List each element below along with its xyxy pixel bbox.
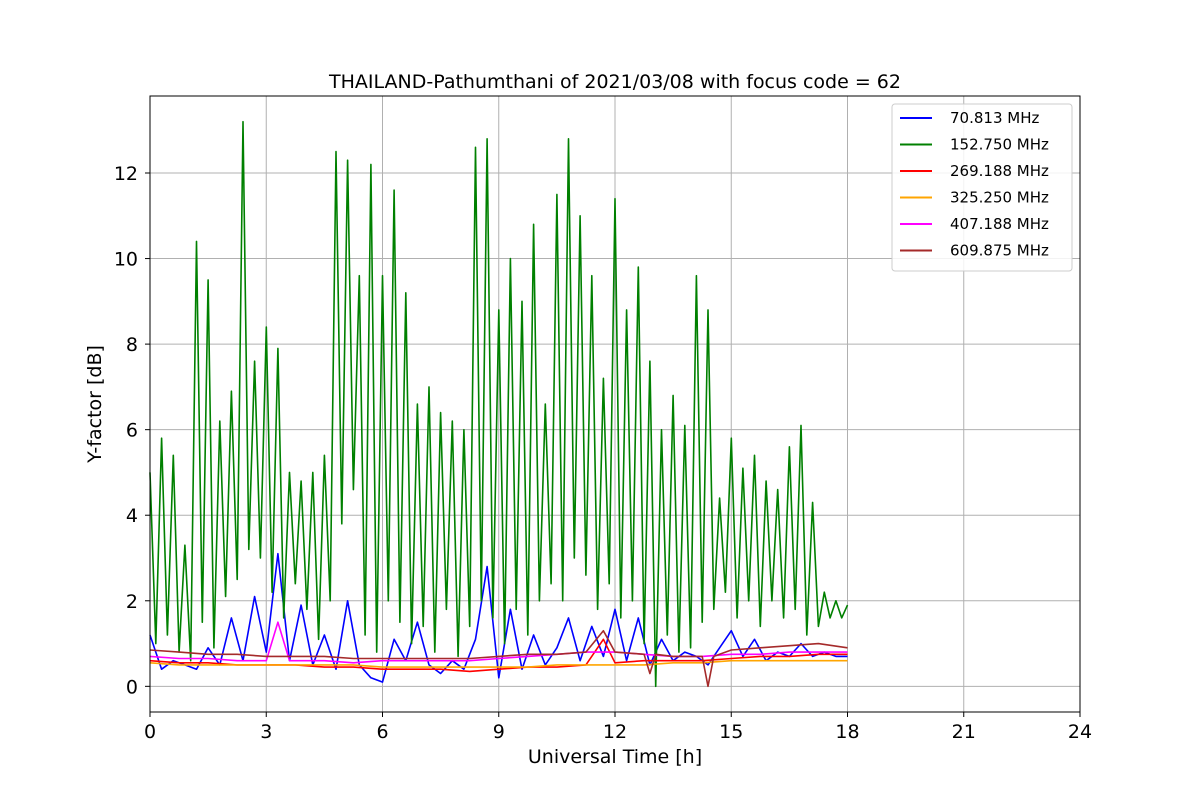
- y-tick-label: 12: [114, 163, 138, 185]
- series-line: [149, 659, 848, 668]
- x-tick-label: 24: [1068, 721, 1092, 743]
- y-tick-label: 6: [126, 420, 138, 442]
- series-line: [149, 621, 848, 664]
- legend: 70.813 MHz 152.750 MHz 269.188 MHz 325.250 …: [891, 103, 1073, 272]
- y-tick-label: 0: [126, 676, 138, 698]
- legend-label: 70.813 MHz: [950, 109, 1039, 127]
- x-tick-label: 15: [719, 721, 743, 743]
- x-tick-label: 6: [376, 721, 388, 743]
- x-tick-label: 21: [952, 721, 976, 743]
- y-tick-label: 8: [126, 334, 138, 356]
- legend-label: 609.875 MHz: [950, 242, 1049, 260]
- y-axis-ticks: 0 2 4 6 8 10 12: [114, 163, 150, 698]
- chart-title: THAILAND-Pathumthani of 2021/03/08 with …: [328, 71, 901, 93]
- y-tick-label: 2: [126, 591, 138, 613]
- legend-label: 269.188 MHz: [950, 162, 1049, 180]
- y-tick-label: 4: [126, 505, 138, 527]
- legend-box: [891, 103, 1073, 272]
- series-line: [149, 120, 849, 688]
- legend-label: 407.188 MHz: [950, 215, 1049, 233]
- x-tick-label: 12: [603, 721, 627, 743]
- x-tick-label: 18: [835, 721, 859, 743]
- legend-label: 325.250 MHz: [950, 189, 1049, 207]
- legend-label: 152.750 MHz: [950, 136, 1049, 154]
- x-tick-label: 3: [260, 721, 272, 743]
- x-axis-ticks: 0 3 6 9 12 15 18 21 24: [144, 712, 1092, 743]
- y-axis-label: Y-factor [dB]: [84, 345, 106, 464]
- x-axis-label: Universal Time [h]: [528, 746, 702, 768]
- series-line: [149, 629, 848, 688]
- series-lines: [149, 120, 849, 688]
- grid: [149, 96, 1081, 712]
- x-tick-label: 0: [144, 721, 156, 743]
- x-tick-label: 9: [493, 721, 505, 743]
- series-line: [149, 552, 848, 683]
- y-tick-label: 10: [114, 249, 138, 271]
